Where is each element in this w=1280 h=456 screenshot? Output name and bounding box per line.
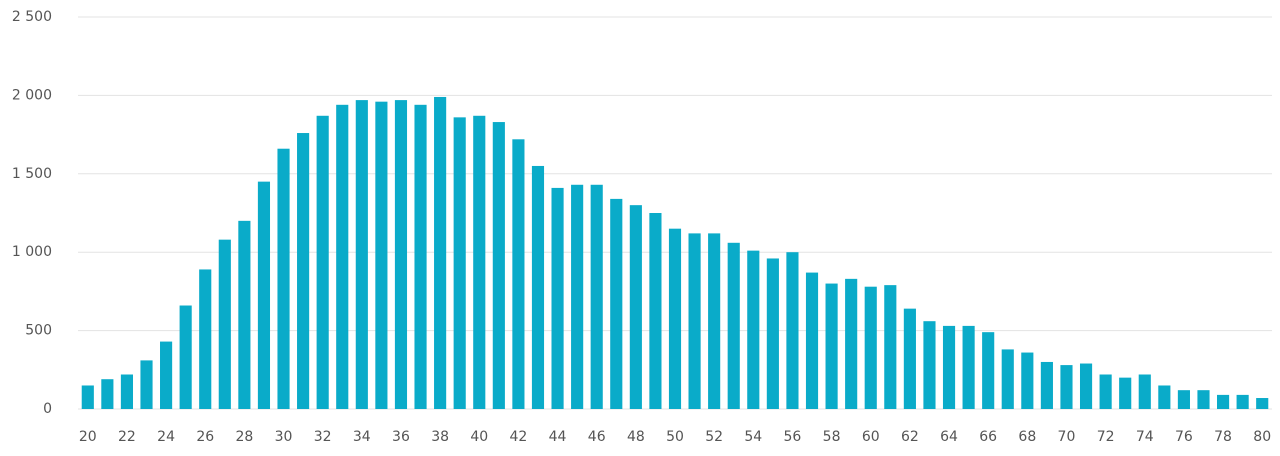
x-tick-label: 46 bbox=[588, 429, 606, 445]
x-tick-label: 62 bbox=[901, 429, 919, 445]
bar bbox=[238, 220, 251, 409]
x-tick-label: 24 bbox=[157, 429, 175, 445]
bar bbox=[120, 374, 134, 409]
bar bbox=[668, 228, 682, 409]
bar bbox=[1119, 377, 1132, 409]
y-tick-label: 2 000 bbox=[12, 87, 52, 103]
bar bbox=[1256, 398, 1269, 409]
x-tick-label: 64 bbox=[940, 429, 958, 445]
bar bbox=[923, 321, 936, 409]
bar bbox=[375, 101, 388, 409]
x-tick-label: 68 bbox=[1018, 429, 1036, 445]
bar bbox=[1177, 390, 1190, 409]
bar bbox=[786, 252, 799, 409]
y-tick-label: 0 bbox=[43, 401, 52, 417]
bar bbox=[179, 305, 192, 409]
bar bbox=[1021, 352, 1034, 409]
x-tick-label: 22 bbox=[118, 429, 136, 445]
x-tick-label: 50 bbox=[666, 429, 684, 445]
bar bbox=[277, 148, 290, 409]
x-tick-label: 20 bbox=[79, 429, 97, 445]
bar bbox=[1040, 361, 1053, 409]
bar bbox=[708, 233, 721, 409]
bar bbox=[1197, 390, 1210, 409]
x-tick-label: 70 bbox=[1058, 429, 1076, 445]
x-tick-label: 72 bbox=[1097, 429, 1115, 445]
bar bbox=[1060, 365, 1073, 409]
bar bbox=[864, 286, 877, 409]
bar bbox=[160, 341, 173, 409]
bar bbox=[571, 184, 584, 409]
bar bbox=[199, 269, 212, 409]
bar bbox=[1138, 374, 1151, 409]
bar bbox=[453, 117, 466, 410]
bar bbox=[982, 332, 995, 409]
bar bbox=[1158, 385, 1171, 409]
bar bbox=[218, 239, 231, 409]
x-tick-label: 42 bbox=[509, 429, 527, 445]
x-tick-label: 52 bbox=[705, 429, 723, 445]
bar bbox=[140, 360, 153, 409]
bar bbox=[884, 285, 897, 409]
bar bbox=[551, 187, 564, 409]
bar bbox=[492, 122, 505, 409]
bar bbox=[903, 308, 916, 409]
bar bbox=[649, 213, 662, 409]
bar bbox=[394, 100, 408, 409]
bar bbox=[825, 283, 838, 409]
bar bbox=[942, 325, 956, 409]
x-tick-label: 38 bbox=[431, 429, 449, 445]
x-tick-label: 26 bbox=[196, 429, 214, 445]
bar bbox=[805, 272, 819, 409]
x-tick-label: 56 bbox=[784, 429, 802, 445]
bar bbox=[962, 325, 975, 409]
bar bbox=[101, 379, 114, 409]
bar bbox=[629, 205, 642, 409]
bar bbox=[747, 250, 760, 409]
bar bbox=[845, 278, 858, 409]
x-tick-label: 28 bbox=[235, 429, 253, 445]
y-tick-label: 1 500 bbox=[12, 166, 52, 182]
x-tick-label: 58 bbox=[823, 429, 841, 445]
bar bbox=[531, 165, 545, 409]
x-tick-label: 48 bbox=[627, 429, 645, 445]
bar bbox=[336, 104, 349, 410]
bar bbox=[257, 181, 271, 409]
x-tick-label: 60 bbox=[862, 429, 880, 445]
bar bbox=[1001, 349, 1014, 409]
bar bbox=[81, 385, 94, 409]
x-tick-label: 78 bbox=[1214, 429, 1232, 445]
x-tick-label: 54 bbox=[744, 429, 762, 445]
x-tick-label: 44 bbox=[549, 429, 567, 445]
bar bbox=[766, 258, 779, 409]
x-tick-label: 34 bbox=[353, 429, 371, 445]
bar bbox=[1099, 374, 1112, 409]
y-tick-label: 2 500 bbox=[12, 9, 52, 25]
bar bbox=[316, 115, 329, 409]
x-tick-label: 40 bbox=[470, 429, 488, 445]
x-tick-label: 80 bbox=[1253, 429, 1271, 445]
bar bbox=[473, 115, 486, 409]
x-tick-label: 74 bbox=[1136, 429, 1154, 445]
bar bbox=[610, 198, 623, 409]
bar bbox=[727, 242, 740, 409]
bar bbox=[688, 233, 701, 409]
bar bbox=[414, 104, 427, 410]
x-tick-label: 36 bbox=[392, 429, 410, 445]
bar bbox=[1079, 363, 1093, 409]
y-tick-label: 500 bbox=[25, 323, 52, 339]
x-tick-label: 76 bbox=[1175, 429, 1193, 445]
x-tick-label: 30 bbox=[275, 429, 293, 445]
bar bbox=[590, 184, 603, 409]
bar bbox=[355, 100, 368, 409]
bar bbox=[1216, 394, 1230, 409]
y-tick-label: 1 000 bbox=[12, 244, 52, 260]
x-tick-label: 32 bbox=[314, 429, 332, 445]
x-tick-label: 66 bbox=[979, 429, 997, 445]
bar bbox=[1236, 394, 1249, 409]
bar bbox=[512, 139, 525, 409]
bar bbox=[297, 133, 310, 410]
bar bbox=[434, 96, 447, 409]
